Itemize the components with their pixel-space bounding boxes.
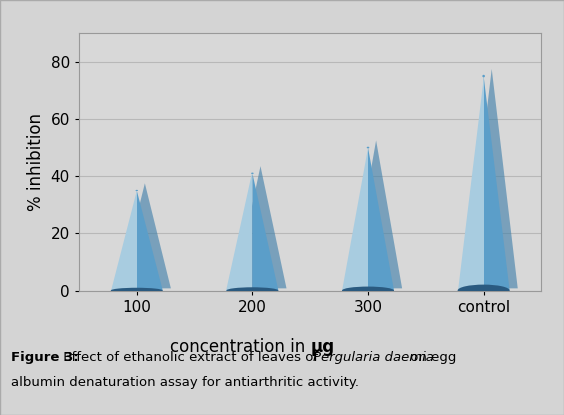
Text: Pergularia daemia: Pergularia daemia (313, 351, 434, 364)
Ellipse shape (135, 190, 138, 191)
Text: Effect of ethanolic extract of leaves of: Effect of ethanolic extract of leaves of (59, 351, 323, 364)
Polygon shape (119, 183, 171, 288)
Ellipse shape (457, 285, 510, 296)
Polygon shape (252, 173, 279, 290)
Polygon shape (457, 76, 483, 290)
Ellipse shape (111, 288, 163, 293)
Text: albumin denaturation assay for antiarthritic activity.: albumin denaturation assay for antiarthr… (11, 376, 359, 388)
Text: µg: µg (310, 338, 334, 356)
Polygon shape (466, 69, 518, 288)
Y-axis label: % inhibition: % inhibition (27, 113, 45, 211)
Polygon shape (350, 140, 402, 288)
Polygon shape (226, 173, 252, 290)
Ellipse shape (367, 146, 369, 149)
Polygon shape (483, 76, 510, 290)
Text: Figure 3:: Figure 3: (11, 351, 79, 364)
Polygon shape (111, 190, 136, 290)
Text: concentration in: concentration in (170, 338, 310, 356)
Polygon shape (235, 166, 287, 288)
Polygon shape (136, 190, 163, 290)
Ellipse shape (251, 173, 254, 174)
Ellipse shape (482, 75, 485, 77)
Text: on egg: on egg (406, 351, 456, 364)
Ellipse shape (226, 287, 279, 294)
Polygon shape (368, 148, 394, 290)
Ellipse shape (342, 287, 394, 294)
Polygon shape (342, 148, 368, 290)
